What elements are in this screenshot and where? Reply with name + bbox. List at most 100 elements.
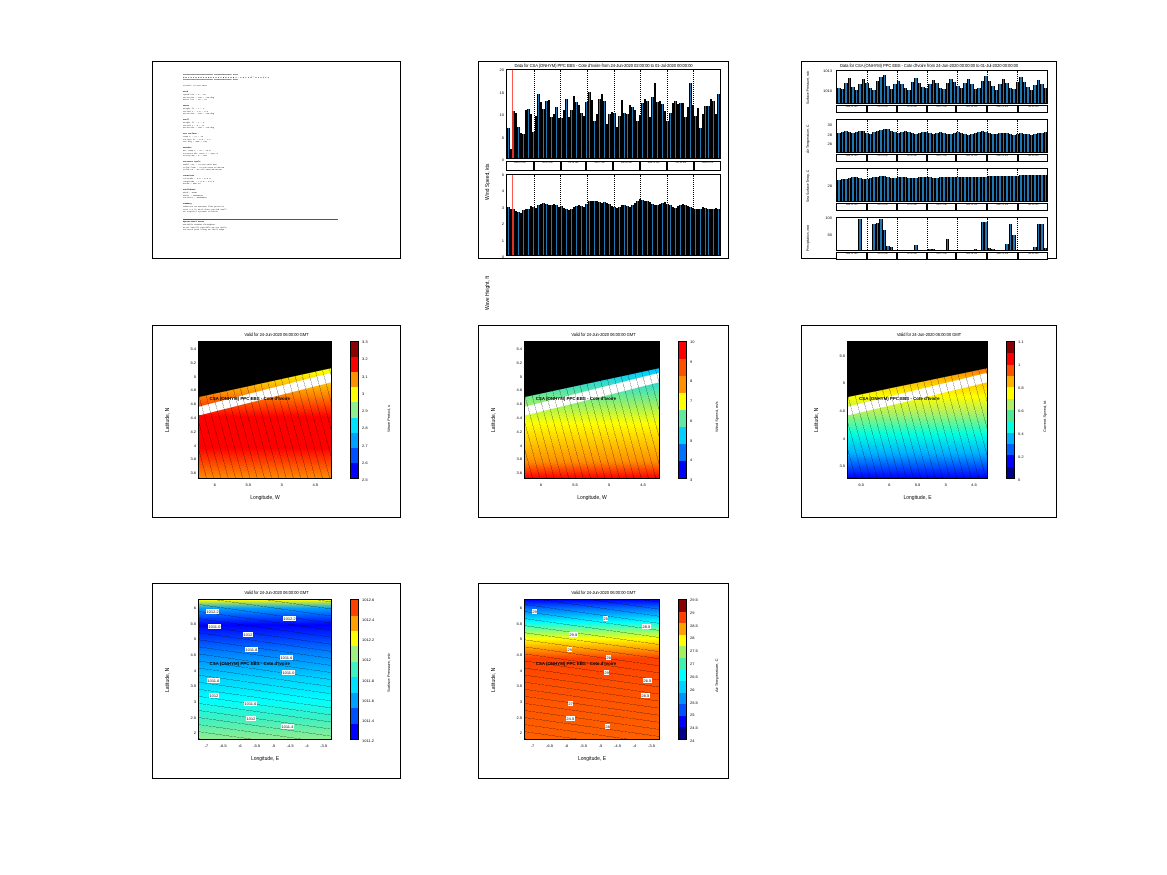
x-tick-label: -5 [271, 743, 276, 748]
bar [717, 208, 720, 255]
bar [585, 102, 588, 158]
x-tick-label: 5 [944, 482, 947, 487]
bar [717, 94, 720, 158]
bar [977, 87, 981, 103]
bar [921, 131, 925, 152]
bar [1029, 89, 1033, 103]
y-tick-label: 3.6 [190, 470, 196, 476]
colorbar-swatch [679, 461, 686, 478]
bar [886, 86, 890, 103]
surface-pressure-map-title: Valid for 24-Jun-2020 06:00:00 GMT [244, 590, 309, 595]
bar [851, 87, 855, 103]
bar [875, 222, 879, 250]
bar [910, 177, 914, 201]
wave-period-map-ylabel: Latitude, N [165, 407, 171, 432]
pressure-chart [836, 70, 1048, 104]
bar [998, 83, 1002, 103]
colorbar-tick-label: 7 [690, 398, 693, 404]
precipitation-chart [836, 217, 1048, 251]
wave-height-axes [506, 174, 721, 256]
bar [706, 208, 710, 255]
colorbar-swatch [351, 661, 358, 678]
x-tick-label: 5 [280, 482, 283, 487]
date-tick-label: Sat 27 Jun [926, 252, 957, 260]
bar [676, 206, 680, 255]
bar [886, 128, 890, 152]
colorbar-tick-label: 24.5 [690, 725, 698, 731]
bar [1026, 175, 1030, 201]
bar [572, 207, 576, 255]
bar [879, 130, 883, 152]
bar [550, 205, 553, 255]
axis-tick-label: 5 [501, 134, 504, 140]
colorbar-swatch [351, 708, 358, 724]
precipitation-chart-date-axis: Wed 24 Jun Thu 25 Jun Fri 26 Jun Sat 27 Jun… [836, 252, 1049, 260]
bar [527, 108, 530, 158]
bar [837, 132, 841, 152]
report-section-title: Operational Notes [183, 220, 205, 224]
y-tick-label: 4 [519, 442, 522, 448]
bar [671, 207, 675, 255]
bar [676, 104, 680, 158]
bar [653, 205, 657, 255]
bar [1008, 134, 1012, 152]
y-tick-label: 5.2 [190, 359, 196, 365]
bar [994, 176, 998, 201]
wave-period-map-panel: Valid for 24-Jun-2020 06:00:00 GMT CSA (O… [152, 325, 401, 518]
bar [524, 109, 528, 158]
bar [991, 176, 995, 201]
bar [900, 177, 904, 201]
bar [582, 207, 586, 255]
bar [865, 83, 869, 103]
bar [681, 203, 685, 255]
bar [945, 239, 949, 250]
colorbar-swatch [679, 681, 686, 693]
bar [987, 176, 991, 201]
bar [952, 133, 956, 152]
bar [977, 131, 981, 152]
bar [694, 208, 697, 255]
bar [1029, 134, 1033, 152]
colorbar-tick-label: 0.4 [1018, 431, 1024, 436]
y-tick-label: 6 [193, 604, 196, 610]
bar [1040, 132, 1044, 152]
bar [868, 88, 872, 103]
report-section-line: Precip mm : 0 - 100 [183, 154, 207, 158]
colorbar-swatch [679, 657, 686, 670]
report-section-title: Sea Surface [183, 132, 197, 136]
bar [522, 134, 525, 158]
bar [942, 88, 946, 103]
colorbar-tick-label: 1012.4 [362, 617, 375, 623]
bar [620, 100, 624, 158]
bar [900, 132, 904, 152]
colorbar-swatch [351, 677, 358, 693]
bar [658, 203, 662, 255]
date-tick-label: Sun 28 Jun [956, 203, 987, 211]
bar [514, 211, 518, 255]
bar [973, 177, 977, 201]
y-tick-label: 4.8 [516, 387, 522, 393]
bar [844, 178, 848, 201]
bar [931, 249, 935, 250]
colorbar-swatch [351, 646, 358, 662]
bar [966, 79, 970, 103]
date-tick-label: Mon 29 Jun [986, 154, 1018, 162]
bar [539, 203, 543, 255]
y-tick-label: 4.5 [190, 651, 196, 657]
bar [984, 221, 988, 250]
bar [924, 132, 928, 152]
report-section-line: Height ft : 1 - 3 [183, 120, 205, 124]
bar [519, 133, 523, 158]
colorbar-swatch [351, 692, 358, 709]
colorbar-tick-label: 2.6 [362, 459, 368, 465]
grid-line [533, 70, 535, 158]
contour-label: 1012 [246, 716, 256, 721]
bar [858, 218, 862, 250]
bar [893, 177, 897, 201]
bar [858, 83, 862, 103]
bar [648, 116, 652, 158]
grid-line [987, 218, 988, 250]
y-tick-label: 5 [519, 373, 522, 379]
bar [1026, 87, 1030, 103]
bar [701, 207, 705, 255]
